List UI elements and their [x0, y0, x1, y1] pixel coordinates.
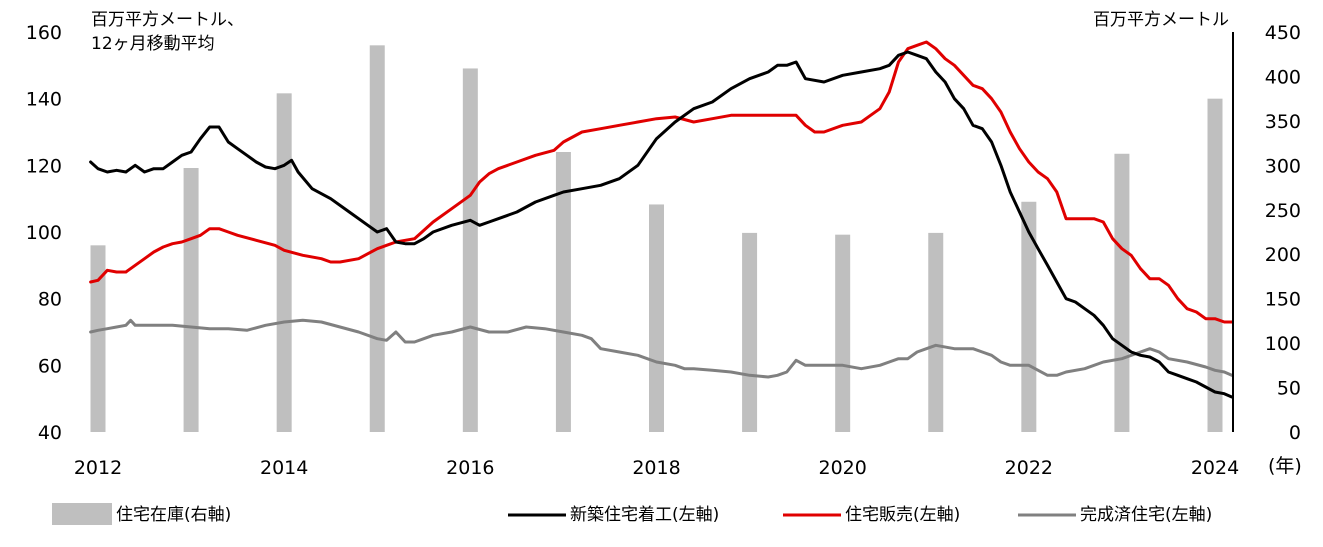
- x-unit-label: (年): [1268, 455, 1302, 477]
- legend-label-sales: 住宅販売(左軸): [845, 505, 960, 525]
- left-unit-label-line1: 百万平方メートル、: [91, 10, 244, 30]
- x-axis-ticks: 2012 2014 2016 2018 2020 2022 2024: [74, 457, 1239, 479]
- inventory-bar-5: [555, 152, 571, 432]
- inventory-bars: [90, 45, 1223, 433]
- left-axis-ticks: 40 60 80 100 120 140 160: [26, 22, 62, 444]
- legend-label-starts: 新築住宅着工(左軸): [570, 505, 719, 525]
- completed-line: [89, 318, 1234, 379]
- x-tick-2016: 2016: [446, 457, 494, 479]
- inventory-bar-10: [1021, 201, 1037, 432]
- legend-swatch-inventory: [52, 503, 112, 525]
- inventory-bar-4: [462, 68, 478, 432]
- right-tick-450: 450: [1265, 22, 1301, 44]
- left-tick-60: 60: [38, 355, 62, 377]
- legend: 住宅在庫(右軸) 新築住宅着工(左軸) 住宅販売(左軸) 完成済住宅(左軸): [52, 503, 1212, 525]
- inventory-bar-7: [742, 232, 758, 432]
- inventory-bar-0: [90, 245, 106, 432]
- left-unit-label-line2: 12ヶ月移動平均: [91, 34, 215, 54]
- right-tick-100: 100: [1265, 333, 1301, 355]
- inventory-bar-11: [1114, 153, 1130, 432]
- left-tick-40: 40: [38, 422, 62, 444]
- inventory-bar-6: [649, 204, 664, 432]
- inventory-bar-3: [369, 45, 385, 432]
- right-tick-300: 300: [1265, 155, 1301, 177]
- x-tick-2012: 2012: [74, 457, 122, 479]
- right-tick-400: 400: [1265, 66, 1301, 88]
- inventory-bar-9: [928, 232, 944, 432]
- starts-line: [89, 50, 1234, 399]
- x-tick-2018: 2018: [632, 457, 680, 479]
- right-tick-350: 350: [1265, 111, 1301, 133]
- left-tick-100: 100: [26, 222, 62, 244]
- right-tick-150: 150: [1265, 289, 1301, 311]
- series-lines: [89, 40, 1234, 399]
- right-tick-0: 0: [1289, 422, 1301, 444]
- left-tick-140: 140: [26, 89, 62, 111]
- right-tick-50: 50: [1277, 378, 1301, 400]
- inventory-bar-8: [835, 234, 851, 432]
- left-tick-160: 160: [26, 22, 62, 44]
- right-unit-label: 百万平方メートル: [1093, 10, 1229, 30]
- right-tick-200: 200: [1265, 244, 1301, 266]
- x-tick-2022: 2022: [1005, 457, 1053, 479]
- left-tick-80: 80: [38, 289, 62, 311]
- x-tick-2014: 2014: [260, 457, 308, 479]
- inventory-bar-1: [183, 168, 199, 432]
- right-tick-250: 250: [1265, 200, 1301, 222]
- x-tick-2024: 2024: [1191, 457, 1239, 479]
- right-axis-ticks: 0 50 100 150 200 250 300 350 400 450: [1265, 22, 1301, 444]
- sales-line: [89, 40, 1234, 324]
- legend-label-inventory: 住宅在庫(右軸): [116, 505, 231, 525]
- inventory-bar-2: [276, 93, 292, 432]
- inventory-bar-12: [1207, 98, 1223, 433]
- legend-label-completed: 完成済住宅(左軸): [1080, 505, 1212, 525]
- x-tick-2020: 2020: [818, 457, 866, 479]
- left-tick-120: 120: [26, 155, 62, 177]
